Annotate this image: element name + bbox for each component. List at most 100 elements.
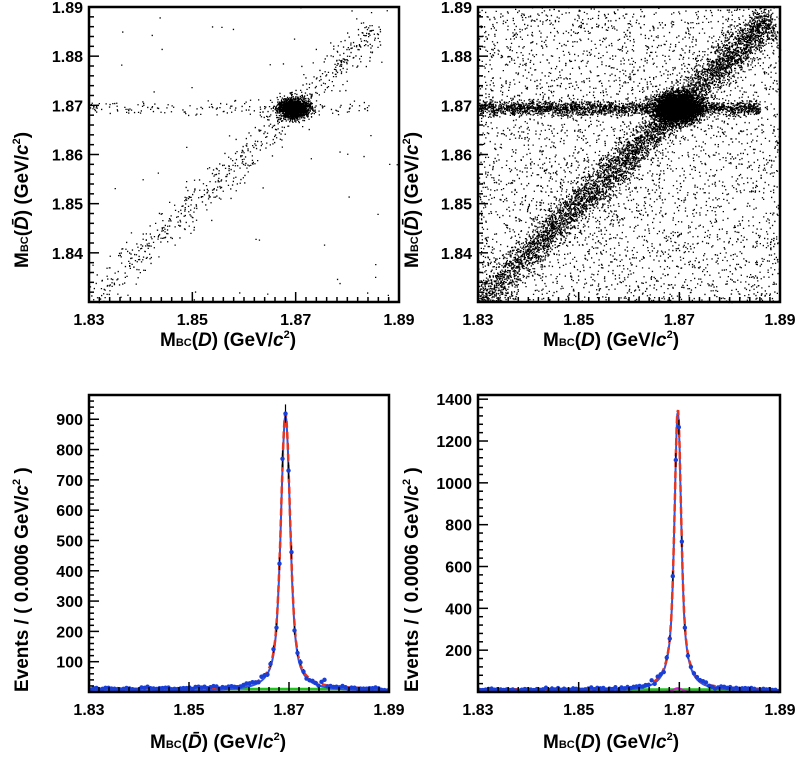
- y-tick-label: 400: [56, 564, 83, 581]
- y-tick-label: 1.87: [52, 98, 83, 115]
- y-tick-label: 1.84: [52, 246, 83, 263]
- y-tick-label: 1000: [436, 476, 472, 493]
- x-tick-label: 1.85: [563, 312, 594, 329]
- x-tick-label: 1.87: [280, 312, 311, 329]
- data-point: [298, 660, 303, 665]
- x-tick-label: 1.85: [173, 702, 204, 719]
- x-tick-label: 1.83: [462, 312, 493, 329]
- data-point: [691, 671, 697, 676]
- axis-ticks: [477, 398, 781, 693]
- total-fit-curve: [478, 409, 781, 693]
- y-axis-title: Events / ( 0.0006 GeV/c2 ): [401, 467, 423, 692]
- data-point: [280, 456, 285, 462]
- x-tick-label: 1.83: [73, 312, 104, 329]
- y-tick-label: 1.85: [52, 197, 83, 214]
- data-point: [685, 653, 691, 658]
- axis-ticks: [88, 394, 390, 693]
- data-point: [670, 574, 675, 579]
- data-point: [658, 672, 663, 677]
- data-point: [703, 680, 709, 685]
- y-tick-label: 800: [56, 443, 83, 460]
- fit-curves: [89, 412, 390, 693]
- y-tick-label: 1.88: [441, 49, 472, 66]
- x-tick-label: 1.89: [383, 312, 414, 329]
- y-tick-label: 200: [56, 624, 83, 641]
- data-points: [477, 419, 781, 694]
- y-tick-label: 1.89: [441, 0, 472, 17]
- data-point: [682, 625, 688, 630]
- data-point: [694, 674, 700, 680]
- tick-labels: 1.83 1.85 1.87 1.89 1.84 1.85 1.86 1.87 1.88 1.89: [52, 0, 415, 329]
- x-axis-title: MBC(D) (GeV/c2): [543, 329, 679, 351]
- y-tick-label: 1200: [436, 434, 472, 451]
- total-fit-curve: [89, 412, 390, 693]
- axis-ticks: [477, 6, 781, 303]
- data-point: [283, 411, 288, 416]
- data-point: [274, 625, 279, 630]
- x-tick-label: 1.89: [373, 702, 404, 719]
- tick-labels: 1.83 1.85 1.87 1.89 200 400 600 800 1000 1200 1400: [436, 392, 795, 719]
- data-point: [661, 669, 666, 675]
- data-point: [292, 628, 297, 633]
- scatter-point-cloud: [478, 7, 782, 304]
- data-point: [676, 425, 682, 430]
- data-point: [646, 682, 651, 688]
- data-point: [265, 672, 270, 677]
- tick-labels: 1.83 1.85 1.87 1.89 100 200 300 400 500 600 700 800…: [56, 412, 404, 719]
- x-axis-title: MBC(D) (GeV/c2): [543, 731, 679, 753]
- data-point: [667, 636, 672, 641]
- plot-frame: [476, 393, 782, 694]
- data-point: [256, 680, 261, 685]
- y-tick-label: 1.86: [52, 148, 83, 165]
- data-point: [277, 561, 282, 566]
- data-points: [88, 404, 390, 693]
- panel-top-right: 1.83 1.85 1.87 1.89 1.84 1.85 1.86 1.87 1.88 1.89…: [401, 0, 796, 351]
- x-tick-label: 1.83: [73, 702, 104, 719]
- y-axis-title: Events / ( 0.0006 GeV/c2 ): [11, 467, 33, 692]
- data-point: [301, 669, 306, 674]
- y-tick-label: 1.88: [52, 49, 83, 66]
- y-tick-label: 500: [56, 533, 83, 550]
- data-point: [271, 646, 276, 652]
- data-point: [286, 468, 291, 473]
- x-axis-title: MBC(D) (GeV/c2): [160, 329, 296, 351]
- y-tick-label: 1.84: [441, 246, 472, 263]
- data-point: [649, 678, 654, 683]
- y-tick-label: 1400: [436, 392, 472, 409]
- data-point: [613, 685, 618, 690]
- x-tick-label: 1.87: [273, 702, 304, 719]
- x-tick-label: 1.87: [664, 312, 695, 329]
- data-point: [652, 681, 657, 687]
- y-tick-label: 600: [445, 560, 472, 577]
- y-tick-label: 600: [56, 503, 83, 520]
- data-point: [688, 664, 694, 670]
- fit-curves: [478, 409, 781, 693]
- data-point: [316, 683, 321, 688]
- axis-ticks: [88, 6, 400, 303]
- x-tick-label: 1.85: [563, 702, 594, 719]
- data-point: [655, 674, 660, 679]
- data-point: [679, 539, 685, 544]
- y-tick-label: 700: [56, 473, 83, 490]
- data-point: [322, 677, 327, 683]
- data-point: [289, 549, 294, 555]
- scatter-point-cloud: [89, 7, 398, 304]
- y-axis-title: MBC(D̄) (GeV/c2): [401, 132, 423, 268]
- x-tick-label: 1.85: [177, 312, 208, 329]
- y-tick-label: 900: [56, 412, 83, 429]
- data-point: [673, 457, 679, 463]
- x-axis-title: MBC(D̄) (GeV/c2): [150, 731, 286, 753]
- plot-frame: [87, 5, 401, 304]
- y-tick-label: 1.85: [441, 197, 472, 214]
- y-tick-label: 300: [56, 594, 83, 611]
- data-point: [268, 661, 273, 667]
- x-tick-label: 1.89: [764, 702, 795, 719]
- data-point: [543, 685, 549, 690]
- panel-bottom-right: 1.83 1.85 1.87 1.89 200 400 600 800 1000 1200 1400…: [401, 392, 796, 753]
- data-point: [313, 680, 318, 686]
- y-tick-label: 1.87: [441, 98, 472, 115]
- scatter-points: [89, 7, 398, 304]
- signal-curve: [478, 411, 781, 693]
- y-tick-label: 400: [445, 601, 472, 618]
